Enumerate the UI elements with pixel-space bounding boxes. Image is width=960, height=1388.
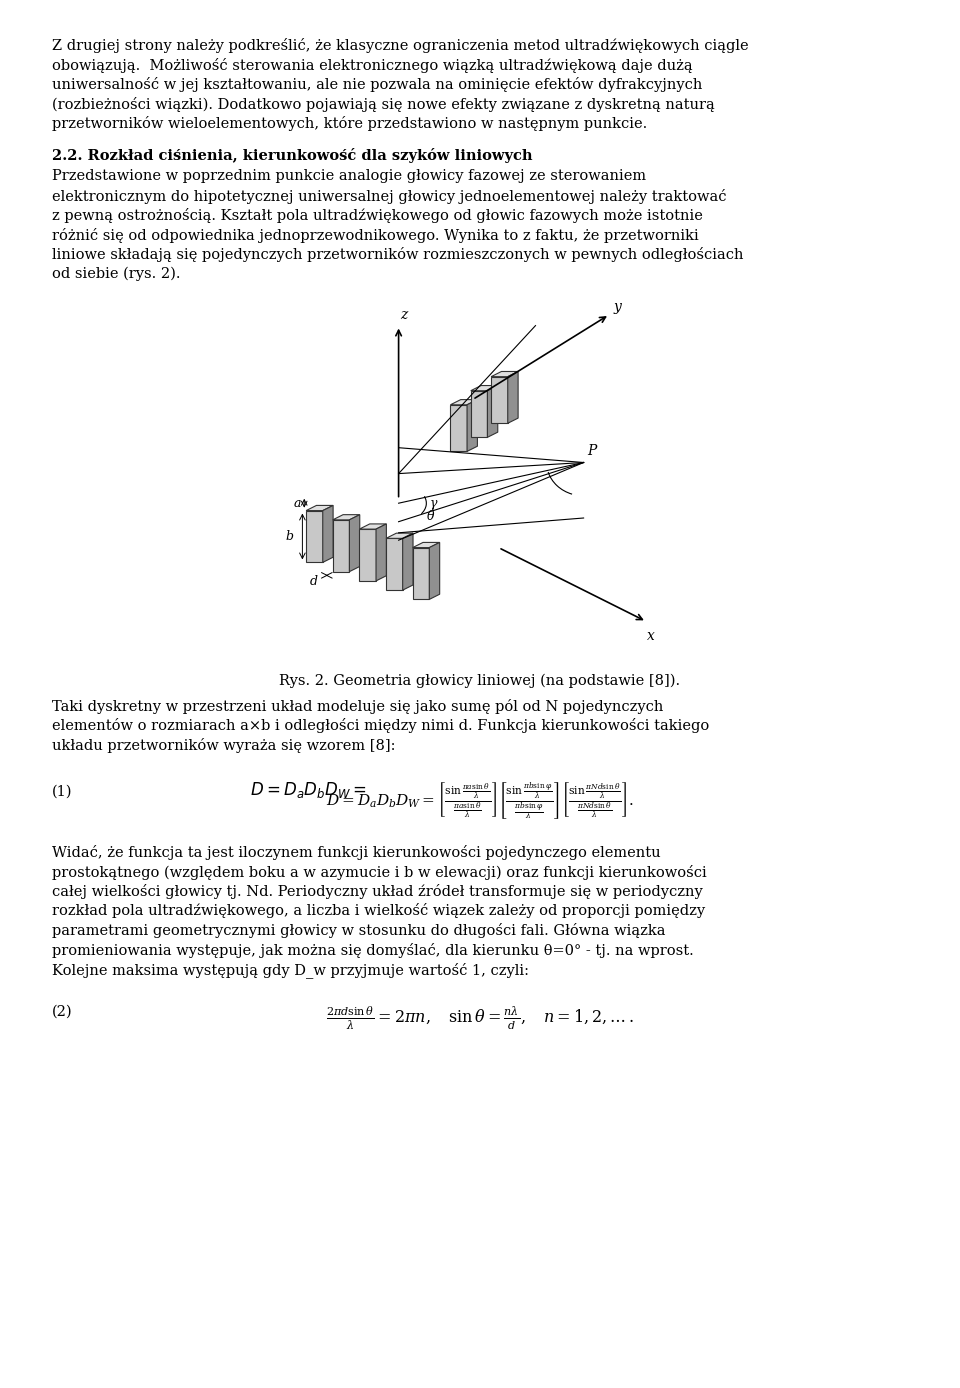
- Text: a: a: [293, 497, 300, 509]
- Polygon shape: [413, 543, 440, 548]
- Text: Kolejne maksima występują gdy D_w przyjmuje wartość 1, czyli:: Kolejne maksima występują gdy D_w przyjm…: [52, 962, 529, 979]
- Polygon shape: [349, 515, 360, 572]
- Text: $\frac{2\pi d \sin\theta}{\lambda} = 2\pi n, \quad \sin\theta = \frac{n\lambda}{: $\frac{2\pi d \sin\theta}{\lambda} = 2\p…: [326, 1005, 634, 1031]
- Text: $D = D_a D_b D_W = $: $D = D_a D_b D_W = $: [250, 780, 367, 799]
- Text: z: z: [400, 308, 408, 322]
- Text: całej wielkości głowicy tj. Nd. Periodyczny układ źródeł transformuje się w peri: całej wielkości głowicy tj. Nd. Periodyc…: [52, 884, 703, 899]
- Text: rozkład pola ultradźwiękowego, a liczba i wielkość wiązek zależy od proporcji po: rozkład pola ultradźwiękowego, a liczba …: [52, 904, 706, 919]
- Text: promieniowania występuje, jak można się domyślać, dla kierunku θ=0° - tj. na wpr: promieniowania występuje, jak można się …: [52, 942, 694, 958]
- Polygon shape: [492, 376, 508, 423]
- Text: Przedstawione w poprzednim punkcie analogie głowicy fazowej ze sterowaniem: Przedstawione w poprzednim punkcie analo…: [52, 169, 646, 183]
- Text: d: d: [310, 575, 318, 587]
- Polygon shape: [386, 533, 413, 539]
- Text: układu przetworników wyraża się wzorem [8]:: układu przetworników wyraża się wzorem […: [52, 737, 396, 752]
- Text: obowiązują.  Możliwość sterowania elektronicznego wiązką ultradźwiękową daje duż: obowiązują. Możliwość sterowania elektro…: [52, 57, 692, 72]
- Text: różnić się od odpowiednika jednoprzewodnikowego. Wynika to z faktu, że przetworn: różnić się od odpowiednika jednoprzewodn…: [52, 228, 699, 243]
- Text: γ: γ: [430, 497, 438, 509]
- Polygon shape: [333, 520, 349, 572]
- Polygon shape: [359, 529, 376, 582]
- Polygon shape: [402, 533, 413, 590]
- Text: elementów o rozmiarach a×b i odległości między nimi d. Funkcja kierunkowości tak: elementów o rozmiarach a×b i odległości …: [52, 718, 709, 733]
- Polygon shape: [306, 505, 333, 511]
- Text: (2): (2): [52, 1005, 73, 1019]
- Polygon shape: [376, 523, 386, 582]
- Text: Widać, że funkcja ta jest iloczynem funkcji kierunkowości pojedynczego elementu: Widać, że funkcja ta jest iloczynem funk…: [52, 845, 660, 861]
- Polygon shape: [508, 372, 518, 423]
- Text: x: x: [646, 629, 655, 643]
- Polygon shape: [386, 539, 402, 590]
- Text: przetworników wieloelementowych, które przedstawiono w następnym punkcie.: przetworników wieloelementowych, które p…: [52, 117, 647, 130]
- Text: θ: θ: [426, 509, 434, 523]
- Text: y: y: [613, 300, 621, 315]
- Text: Taki dyskretny w przestrzeni układ modeluje się jako sumę pól od N pojedynczych: Taki dyskretny w przestrzeni układ model…: [52, 698, 663, 713]
- Text: Rys. 2. Geometria głowicy liniowej (na podstawie [8]).: Rys. 2. Geometria głowicy liniowej (na p…: [279, 675, 681, 688]
- Text: Z drugiej strony należy podkreślić, że klasyczne ograniczenia metod ultradźwięko: Z drugiej strony należy podkreślić, że k…: [52, 37, 749, 53]
- Text: 2.2. Rozkład ciśnienia, kierunkowość dla szyków liniowych: 2.2. Rozkład ciśnienia, kierunkowość dla…: [52, 147, 533, 162]
- Text: z pewną ostrożnością. Kształt pola ultradźwiękowego od głowic fazowych może isto: z pewną ostrożnością. Kształt pola ultra…: [52, 208, 703, 223]
- Text: uniwersalność w jej kształtowaniu, ale nie pozwala na ominięcie efektów dyfrakcy: uniwersalność w jej kształtowaniu, ale n…: [52, 76, 703, 92]
- Polygon shape: [450, 405, 468, 451]
- Polygon shape: [333, 515, 360, 520]
- Polygon shape: [488, 386, 498, 437]
- Text: (rozbieżności wiązki). Dodatkowo pojawiają się nowe efekty związane z dyskretną : (rozbieżności wiązki). Dodatkowo pojawia…: [52, 97, 715, 111]
- Polygon shape: [450, 400, 477, 405]
- Text: prostokątnego (względem boku a w azymucie i b w elewacji) oraz funkcji kierunkow: prostokątnego (względem boku a w azymuci…: [52, 865, 707, 880]
- Text: $D = D_a D_b D_W = \left[\frac{\sin\frac{\pi a \sin\theta}{\lambda}}{\frac{\pi a: $D = D_a D_b D_W = \left[\frac{\sin\frac…: [326, 780, 634, 820]
- Text: b: b: [286, 530, 294, 543]
- Polygon shape: [359, 523, 386, 529]
- Text: od siebie (rys. 2).: od siebie (rys. 2).: [52, 266, 180, 280]
- Text: parametrami geometrycznymi głowicy w stosunku do długości fali. Główna wiązka: parametrami geometrycznymi głowicy w sto…: [52, 923, 665, 938]
- Polygon shape: [470, 386, 498, 390]
- Polygon shape: [413, 548, 429, 600]
- Polygon shape: [323, 505, 333, 562]
- Polygon shape: [429, 543, 440, 600]
- Text: (1): (1): [52, 786, 73, 799]
- Polygon shape: [468, 400, 477, 451]
- Text: P: P: [588, 444, 597, 458]
- Text: elektronicznym do hipotetycznej uniwersalnej głowicy jednoelementowej należy tra: elektronicznym do hipotetycznej uniwersa…: [52, 189, 727, 204]
- Polygon shape: [492, 372, 518, 376]
- Text: liniowe składają się pojedynczych przetworników rozmieszczonych w pewnych odległ: liniowe składają się pojedynczych przetw…: [52, 247, 743, 262]
- Polygon shape: [470, 390, 488, 437]
- Polygon shape: [306, 511, 323, 562]
